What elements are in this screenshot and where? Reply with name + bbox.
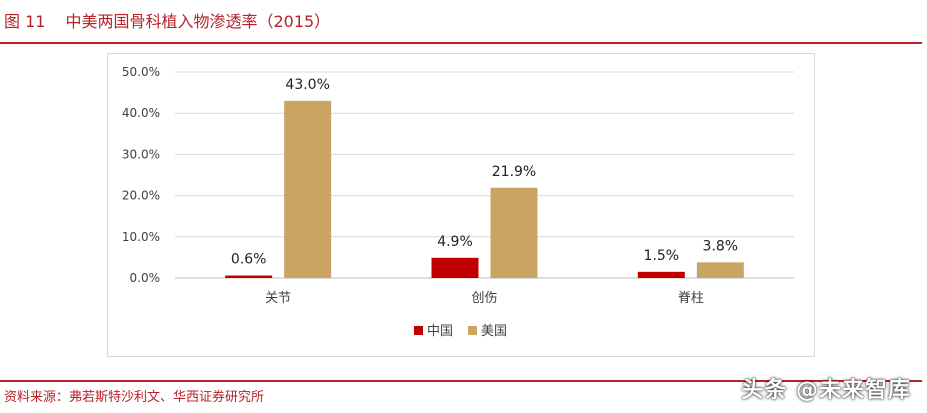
legend-label: 中国: [427, 324, 453, 339]
y-tick-label: 50.0%: [122, 65, 160, 79]
legend-swatch-usa: [468, 326, 477, 335]
figure-title-text: 中美两国骨科植入物渗透率（2015）: [65, 12, 331, 31]
data-label: 1.5%: [644, 248, 680, 264]
bar-usa: [490, 187, 538, 278]
legend: 中国 美国: [414, 324, 507, 339]
bar-china: [225, 275, 273, 278]
data-label: 43.0%: [285, 77, 329, 93]
x-axis-ticks: 关节 创伤 脊柱: [265, 291, 704, 306]
x-tick-label: 关节: [265, 291, 291, 306]
x-tick-label: 脊柱: [678, 291, 704, 306]
y-tick-label: 30.0%: [122, 147, 160, 161]
y-tick-label: 0.0%: [130, 271, 161, 285]
bars: [225, 100, 744, 278]
bar-usa: [284, 100, 332, 278]
figure-title: 图 11 中美两国骨科植入物渗透率（2015）: [4, 8, 330, 32]
bar-china: [431, 257, 479, 278]
gridlines: [175, 71, 794, 279]
y-tick-label: 10.0%: [122, 230, 160, 244]
bar-china: [637, 271, 685, 278]
data-label: 21.9%: [492, 164, 536, 180]
y-axis-ticks: 0.0% 10.0% 20.0% 30.0% 40.0% 50.0%: [122, 65, 160, 285]
figure-label: 图 11: [4, 12, 46, 31]
y-tick-label: 20.0%: [122, 189, 160, 203]
data-label: 4.9%: [437, 234, 473, 250]
x-tick-label: 创伤: [471, 291, 497, 306]
bar-usa: [696, 262, 744, 278]
y-tick-label: 40.0%: [122, 106, 160, 120]
data-label: 3.8%: [703, 238, 739, 254]
chart-frame: [107, 53, 815, 357]
legend-label: 美国: [481, 324, 507, 339]
watermark: 头条 @未来智库: [741, 378, 911, 403]
data-label: 0.6%: [231, 252, 267, 268]
source-note: 资料来源：弗若斯特沙利文、华西证券研究所: [4, 390, 265, 405]
bottom-rule: [0, 380, 922, 382]
data-labels: 0.6% 43.0% 4.9% 21.9% 1.5% 3.8%: [231, 77, 738, 268]
top-rule: [0, 42, 922, 44]
legend-swatch-china: [414, 326, 423, 335]
